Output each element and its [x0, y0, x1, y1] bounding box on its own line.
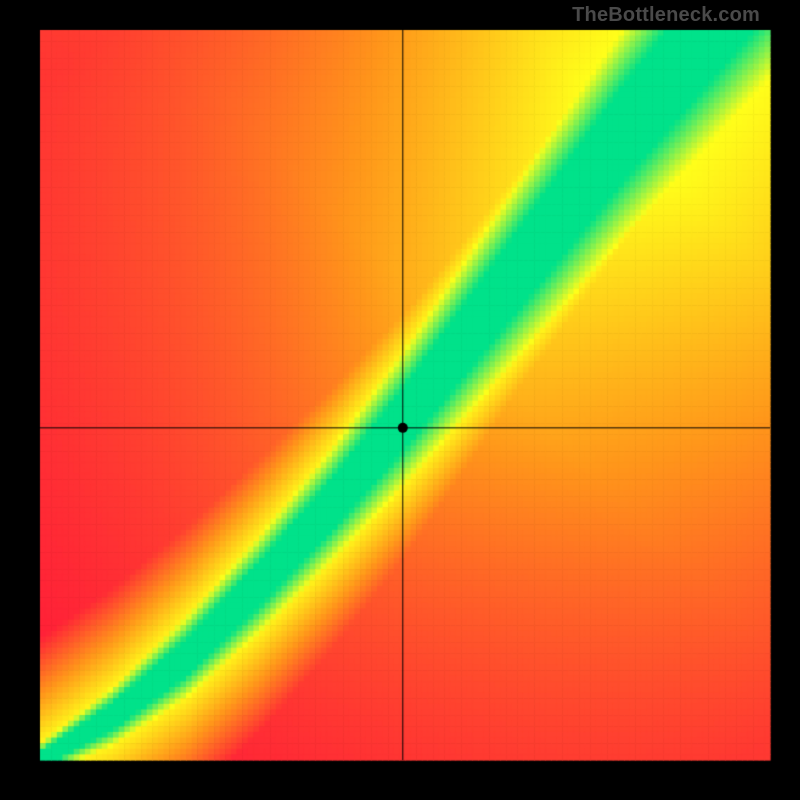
watermark-text: TheBottleneck.com — [572, 4, 760, 27]
chart-container: TheBottleneck.com — [0, 0, 800, 800]
heatmap-canvas — [0, 0, 800, 800]
